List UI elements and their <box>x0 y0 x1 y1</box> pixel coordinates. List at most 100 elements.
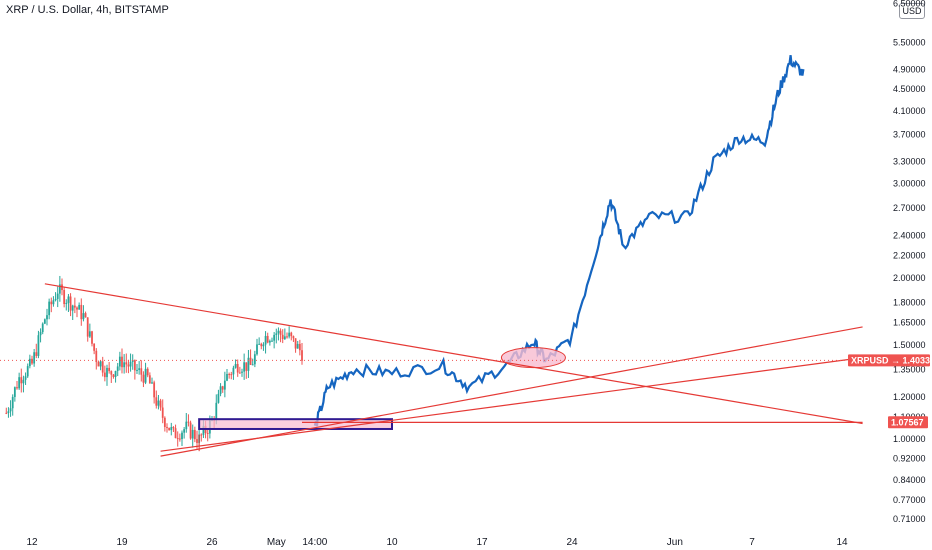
y-tick-label: 3.70000 <box>893 130 926 140</box>
candle-body <box>294 338 297 349</box>
candle-body <box>236 363 239 373</box>
candle-body <box>215 402 218 421</box>
y-tick-label: 5.50000 <box>893 37 926 47</box>
candle-body <box>138 368 141 370</box>
y-tick-label: 0.92000 <box>893 454 926 464</box>
candle-body <box>228 373 231 375</box>
candle-body <box>11 396 14 409</box>
candle-body <box>181 432 183 440</box>
candle-body <box>140 368 143 375</box>
candle-body <box>58 284 61 294</box>
candle-body <box>241 371 243 373</box>
y-tick-label: 0.71000 <box>893 514 926 524</box>
y-tick-label: 4.50000 <box>893 84 926 94</box>
y-tick-label: 3.30000 <box>893 156 926 166</box>
candle-body <box>112 374 115 377</box>
candle-body <box>41 323 44 333</box>
candle-body <box>123 362 126 368</box>
candle-body <box>131 360 134 362</box>
candle-body <box>219 386 222 394</box>
candle-body <box>185 421 188 430</box>
candle-body <box>161 407 164 418</box>
candle-body <box>281 334 284 340</box>
breakout-ellipse <box>500 347 566 369</box>
candle-body <box>174 428 177 439</box>
candle-body <box>76 307 78 310</box>
candle-body <box>86 317 89 337</box>
candle-body <box>221 386 224 390</box>
price-tag-bg <box>848 354 930 367</box>
candle-body <box>183 429 186 433</box>
candle-body <box>283 336 286 340</box>
descending-resistance-trendline <box>44 283 863 425</box>
candle-body <box>67 296 70 303</box>
candle-body <box>253 354 256 365</box>
candle-body <box>54 298 57 301</box>
candle-body <box>178 438 181 440</box>
candle-body <box>193 429 196 440</box>
candle-body <box>20 377 23 384</box>
x-tick-label: 17 <box>476 537 488 548</box>
drawing-layer[interactable] <box>0 283 885 457</box>
candle-body <box>69 296 72 311</box>
x-tick-label: 26 <box>206 537 218 548</box>
candle-body <box>80 304 83 320</box>
y-tick-label: 1.50000 <box>893 340 926 350</box>
candle-body <box>78 304 81 310</box>
candle-body <box>26 366 29 377</box>
candle-body <box>108 367 111 372</box>
y-tick-label: 2.20000 <box>893 251 926 261</box>
candle-body <box>234 363 237 368</box>
candle-body <box>118 356 121 367</box>
y-tick-label: 0.77000 <box>893 495 926 505</box>
candle-body <box>166 426 168 428</box>
candle-body <box>35 352 38 356</box>
candle-body <box>33 352 36 364</box>
candle-body <box>65 302 68 305</box>
candle-body <box>31 358 33 364</box>
candle-body <box>266 335 269 343</box>
candle-body <box>232 367 235 375</box>
candle-body <box>116 366 119 371</box>
candle-body <box>91 331 93 344</box>
candle-body <box>260 343 263 347</box>
candle-body <box>7 411 10 414</box>
x-tick-label: May <box>267 537 286 548</box>
candle-body <box>13 387 16 397</box>
candle-body <box>176 438 179 440</box>
candle-body <box>189 422 192 439</box>
candle-body <box>258 343 261 345</box>
x-tick-label: 10 <box>386 537 398 548</box>
candle-body <box>73 305 76 308</box>
candle-body <box>37 335 40 356</box>
candle-body <box>275 333 278 335</box>
candle-body <box>245 362 248 371</box>
y-tick-label: 1.35000 <box>893 364 926 374</box>
candle-body <box>159 400 162 408</box>
candle-body <box>46 315 48 320</box>
candle-body <box>5 412 8 414</box>
candle-body <box>196 439 198 443</box>
candle-body <box>238 372 241 374</box>
ascending-support-1-trendline <box>160 326 863 457</box>
candle-body <box>301 350 303 361</box>
candle-body <box>206 432 209 434</box>
candle-body <box>298 343 301 351</box>
candle-body <box>71 305 74 311</box>
candle-body <box>22 379 25 384</box>
candle-body <box>50 301 53 305</box>
candle-body <box>48 301 51 316</box>
candle-body <box>202 425 205 435</box>
x-tick-label: 12 <box>26 537 38 548</box>
candle-body <box>151 382 153 384</box>
candle-body <box>106 367 108 378</box>
candle-body <box>148 375 151 384</box>
candle-body <box>168 427 171 431</box>
candle-body <box>277 330 280 334</box>
candle-body <box>99 361 102 367</box>
currency-button[interactable]: USD <box>899 3 925 19</box>
candle-body <box>110 371 113 375</box>
candle-body <box>286 336 288 338</box>
candle-body <box>217 393 220 403</box>
